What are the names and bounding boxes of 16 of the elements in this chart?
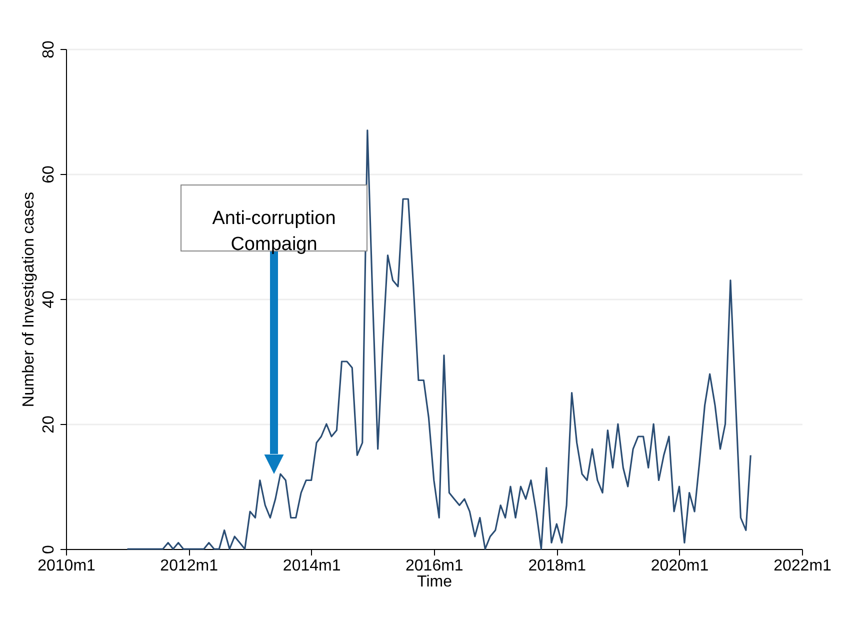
annotation: Anti-corruption Compaign: [212, 208, 336, 255]
x-tick-label: 2014m1: [282, 558, 341, 574]
y-tick-label: 80: [40, 40, 58, 58]
x-tick-label: 2022m1: [774, 558, 832, 574]
x-tick-label: 2018m1: [528, 558, 586, 574]
y-axis-title: Number of Investigation cases: [20, 192, 38, 408]
x-tick-label: 2010m1: [38, 558, 96, 574]
y-tick-label: 0: [40, 544, 58, 554]
y-tick-label: 60: [40, 166, 58, 184]
y-tick-label: 40: [40, 290, 58, 308]
x-tick-label: 2020m1: [650, 558, 709, 574]
line-series: [126, 129, 752, 550]
x-tick-label: 2012m1: [160, 558, 218, 574]
x-axis-title: Time: [417, 574, 452, 590]
y-tick-label: 20: [40, 416, 58, 434]
x-tick-label: 2016m1: [406, 558, 464, 574]
